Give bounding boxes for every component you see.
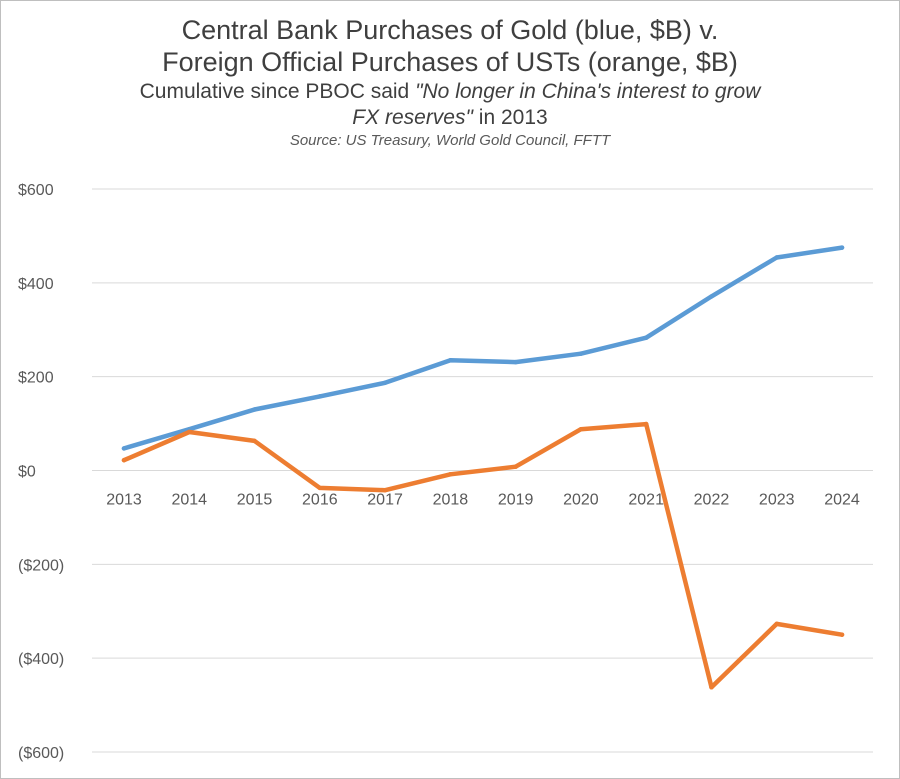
x-tick-label: 2018	[433, 492, 469, 509]
ust-data-point	[839, 632, 845, 637]
gold-data-point	[513, 359, 518, 365]
ust-data-point	[774, 621, 779, 627]
x-tick-label: 2021	[628, 492, 664, 509]
chart-titles: Central Bank Purchases of Gold (blue, $B…	[0, 14, 900, 150]
gold-data-point	[774, 255, 779, 260]
gold-data-point	[317, 394, 323, 399]
subtitle-prefix: Cumulative since PBOC said	[139, 80, 416, 103]
subtitle-quote-end: FX reserves"	[352, 106, 473, 129]
ust-data-point	[317, 485, 323, 491]
x-tick-label: 2015	[237, 492, 273, 509]
y-tick-label: $200	[18, 370, 54, 387]
x-tick-label: 2016	[302, 492, 338, 509]
ust-data-point	[513, 464, 518, 469]
chart-subtitle-line-2: FX reserves" in 2013	[0, 106, 900, 130]
gold-data-point	[578, 351, 584, 356]
subtitle-suffix: in 2013	[472, 106, 548, 129]
x-tick-label: 2019	[498, 492, 534, 509]
chart-title-line-1: Central Bank Purchases of Gold (blue, $B…	[181, 15, 719, 45]
ust-purchases-line	[121, 421, 845, 690]
x-tick-label: 2014	[171, 492, 207, 509]
gold-data-point	[252, 407, 257, 412]
gold-data-point	[382, 380, 388, 386]
ust-data-point	[121, 457, 127, 463]
x-tick-label: 2023	[759, 492, 795, 509]
x-tick-label: 2020	[563, 492, 599, 509]
y-tick-label: $400	[18, 276, 54, 293]
gold-purchases-line	[121, 245, 845, 451]
chart-source: Source: US Treasury, World Gold Council,…	[289, 132, 611, 149]
gold-data-point	[448, 357, 453, 363]
ust-data-point	[187, 429, 192, 435]
x-tick-label: 2024	[824, 492, 860, 509]
gold-data-point	[643, 335, 649, 340]
ust-data-point	[643, 421, 649, 427]
ust-data-point	[709, 685, 714, 690]
x-tick-label: 2017	[367, 492, 403, 509]
y-tick-label: ($600)	[18, 745, 64, 762]
y-tick-label: $0	[18, 464, 36, 481]
gold-data-point	[121, 446, 127, 451]
x-tick-label: 2022	[694, 492, 730, 509]
ust-data-point	[382, 487, 388, 493]
gold-data-point	[839, 245, 845, 250]
subtitle-quote-start: "No longer in China's interest to grow	[415, 80, 761, 103]
y-tick-label: ($200)	[18, 557, 64, 574]
x-tick-label: 2013	[106, 492, 142, 509]
ust-data-point	[578, 426, 584, 432]
chart-subtitle-line-1: Cumulative since PBOC said "No longer in…	[0, 80, 900, 104]
ust-data-point	[448, 472, 453, 477]
ust-data-point	[252, 438, 257, 444]
y-tick-label: ($400)	[18, 651, 64, 668]
chart-title-line-2: Foreign Official Purchases of USTs (oran…	[162, 47, 738, 77]
gold-data-point	[709, 294, 714, 299]
y-tick-label: $600	[18, 182, 54, 199]
